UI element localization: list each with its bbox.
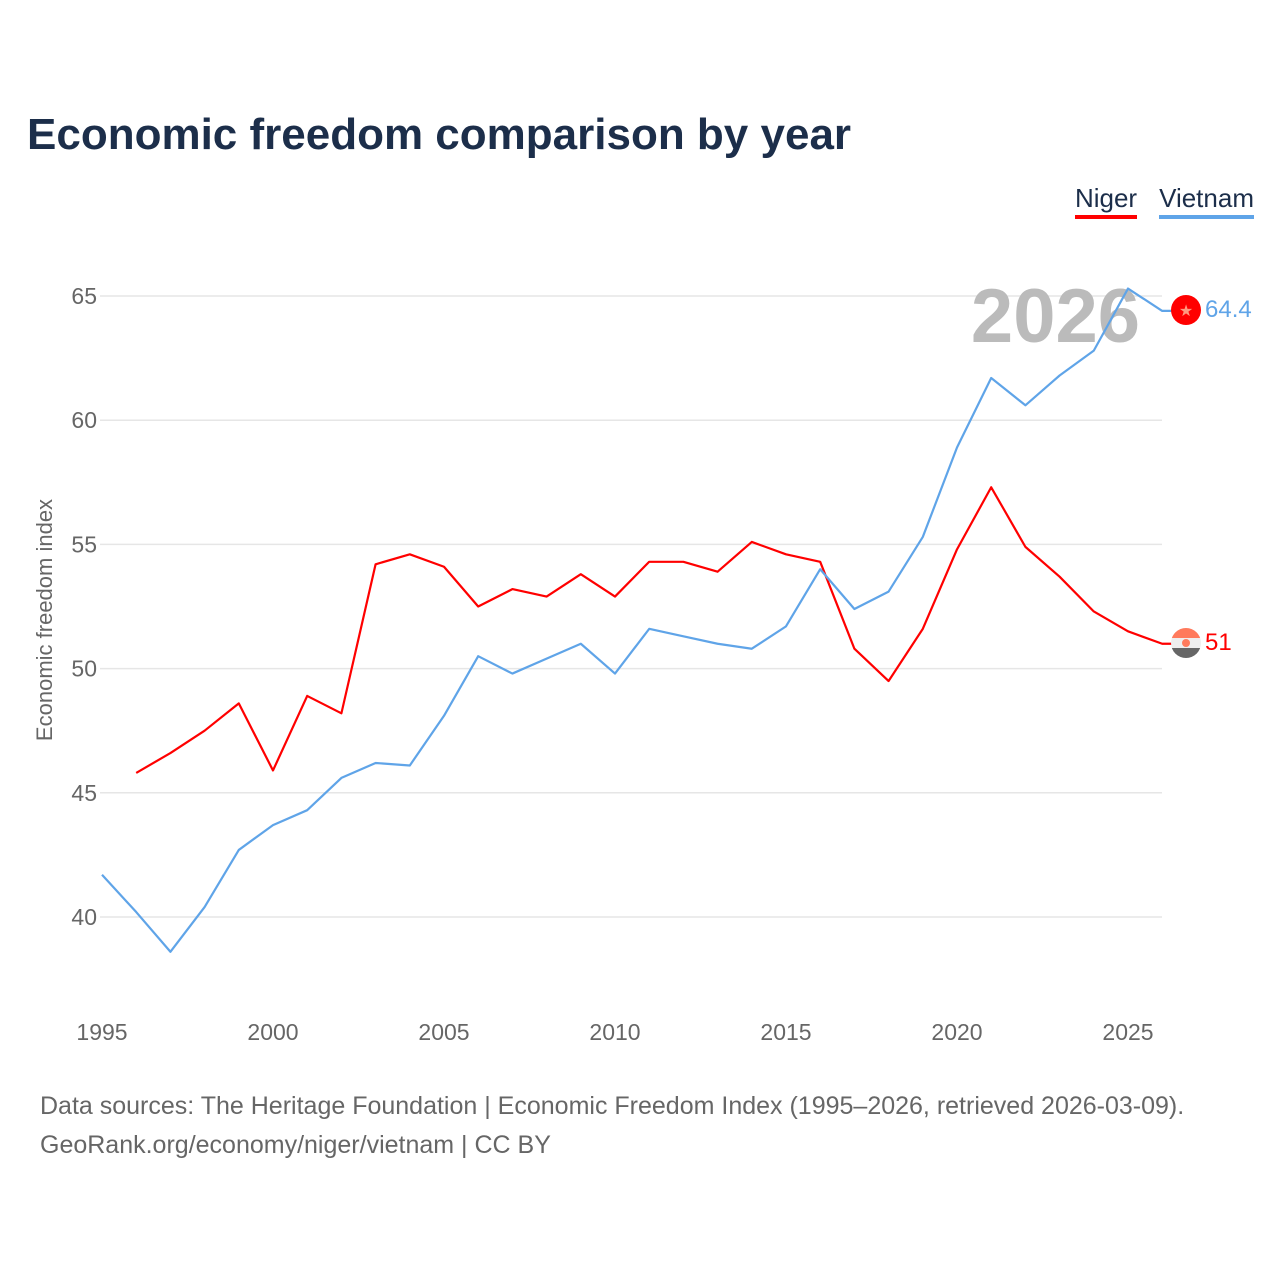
- x-tick-label: 1995: [76, 1019, 127, 1045]
- chart-title: Economic freedom comparison by year: [27, 110, 852, 159]
- x-tick-label: 2010: [589, 1019, 640, 1045]
- series-line-niger: [135, 486, 1173, 774]
- y-tick-label: 45: [71, 780, 97, 806]
- x-tick-label: 2015: [760, 1019, 811, 1045]
- x-tick-label: 2000: [247, 1019, 298, 1045]
- legend-item-vietnam[interactable]: Vietnam: [1159, 183, 1254, 219]
- source-line-2[interactable]: GeoRank.org/economy/niger/vietnam | CC B…: [40, 1131, 551, 1159]
- y-tick-label: 40: [71, 904, 97, 930]
- year-watermark: 2026: [971, 274, 1140, 359]
- x-tick-label: 2005: [418, 1019, 469, 1045]
- legend: Niger Vietnam: [1074, 183, 1254, 219]
- vietnam-end-label: 64.4: [1205, 296, 1252, 323]
- vietnam-flag-icon: ★: [1171, 295, 1201, 325]
- y-tick-label: 50: [71, 656, 97, 682]
- niger-flag-icon: [1171, 628, 1201, 658]
- y-tick-label: 55: [71, 531, 97, 557]
- niger-end-label: 51: [1205, 629, 1232, 656]
- x-tick-label: 2025: [1102, 1019, 1153, 1045]
- legend-item-niger[interactable]: Niger: [1074, 183, 1138, 219]
- y-tick-label: 65: [71, 283, 97, 309]
- y-axis-label: Economic freedom index: [32, 499, 57, 741]
- y-tick-label: 60: [71, 407, 97, 433]
- series-line-vietnam: [101, 287, 1173, 953]
- svg-text:★: ★: [1179, 303, 1193, 320]
- x-tick-label: 2020: [931, 1019, 982, 1045]
- source-note: Data sources: The Heritage Foundation | …: [40, 1087, 1184, 1165]
- source-line-1: Data sources: The Heritage Foundation | …: [40, 1092, 1185, 1120]
